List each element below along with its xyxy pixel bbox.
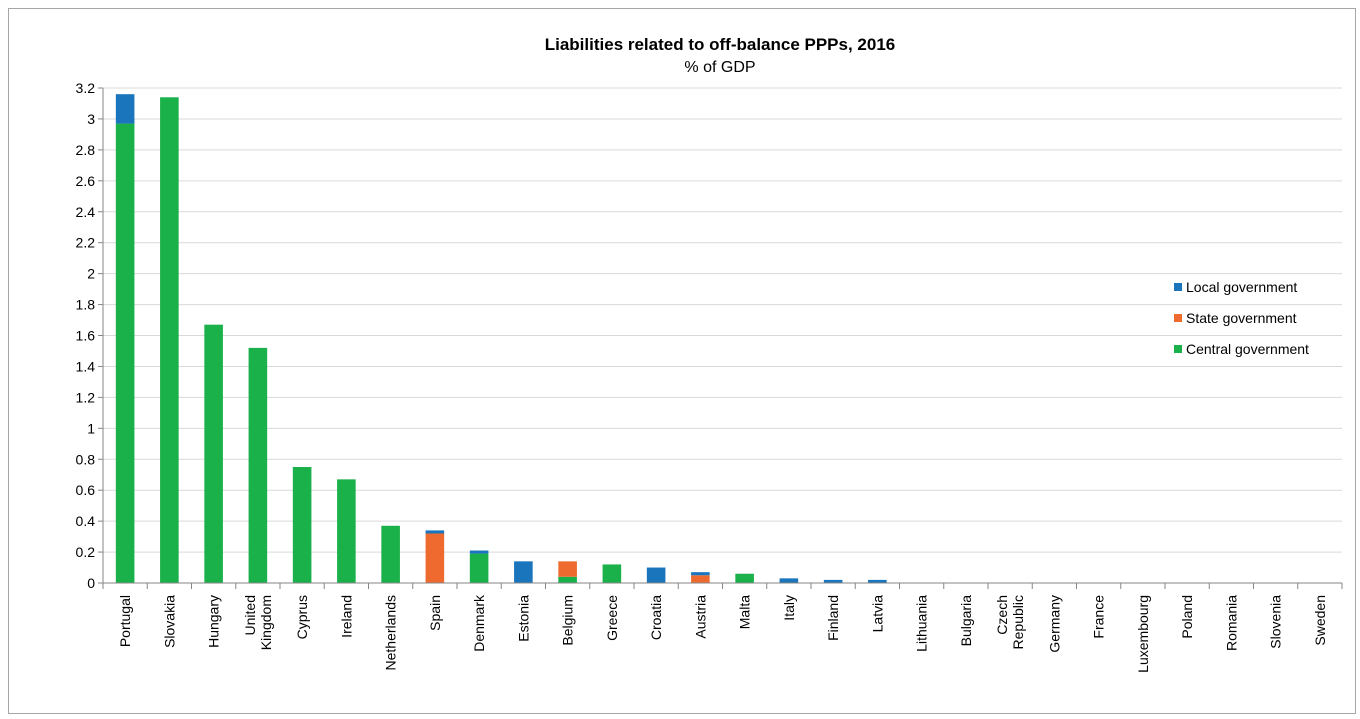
bars [115,94,887,583]
bar-segment [425,530,445,534]
x-tick-label: Sweden [1312,595,1328,646]
x-tick-label: Republic [1010,595,1026,649]
x-tick-label: United [242,595,258,635]
y-tick-label: 1.2 [76,389,96,405]
legend: Local government State government Central … [1174,279,1309,357]
legend-swatch [1174,283,1182,291]
chart-title: Liabilities related to off-balance PPPs,… [545,35,896,54]
x-tick-label: Netherlands [383,595,399,671]
x-tick-label: Germany [1046,595,1062,653]
bar-segment [425,533,445,583]
bar-segment [514,561,533,583]
bar-segment [602,564,622,583]
x-tick-label: Latvia [869,595,885,633]
y-tick-label: 2.2 [76,235,96,251]
y-tick-label: 3 [87,111,95,127]
x-tick-label: Lithuania [914,595,930,652]
bar-segment [469,550,489,554]
y-tick-label: 2.6 [76,173,96,189]
x-tick-label: Croatia [648,595,664,640]
legend-swatch [1174,345,1182,353]
legend-label: State government [1186,310,1297,326]
x-tick-label: Spain [427,595,443,631]
x-axis: Portugal Slovakia Hungary United Kingdom Cypr… [102,582,1343,673]
bar-segment [558,576,577,583]
x-tick-label: Finland [825,595,841,641]
y-tick-label: 0.8 [76,451,96,467]
x-tick-label: Greece [604,595,620,641]
bar-segment [735,573,754,583]
x-tick-label: Hungary [206,595,222,648]
bar-segment [779,578,799,583]
x-tick-label: Belgium [560,595,576,646]
legend-label: Central government [1186,341,1309,357]
x-tick-label: Cyprus [294,595,310,639]
x-tick-label: Italy [781,595,797,621]
y-tick-label: 1.8 [76,297,96,313]
y-tick-label: 0.2 [76,544,96,560]
y-axis: 0 0.2 0.4 0.6 0.8 1 1.2 1.4 1.6 1.8 2 2.2 2.4 2.6 2.8 3… [76,80,104,591]
x-tick-label: Ireland [338,595,354,638]
bar-segment [115,94,135,124]
x-tick-label: Denmark [471,594,487,652]
legend-label: Local government [1186,279,1297,295]
x-tick-label: Romania [1223,595,1239,651]
x-tick-label: Malta [737,595,753,629]
y-tick-label: 1 [87,420,95,436]
bar-segment [646,567,666,583]
bar-segment [823,579,843,583]
bar-segment [248,347,268,583]
bar-segment [469,553,489,583]
bar-segment [868,579,887,583]
y-tick-label: 2.4 [76,204,96,220]
chart-subtitle: % of GDP [684,59,755,76]
y-tick-label: 1.6 [76,328,96,344]
bar-segment [691,572,710,576]
bar-segment [691,575,710,583]
x-tick-label: Estonia [515,595,531,642]
gridlines [103,87,1342,553]
bar-segment [558,561,577,577]
y-tick-label: 3.2 [76,80,96,96]
x-tick-label: Austria [692,595,708,639]
x-tick-label: Bulgaria [958,595,974,647]
bar-segment [115,123,135,583]
bar-segment [292,466,312,583]
bar-segment [337,479,356,583]
y-tick-label: 1.4 [76,358,96,374]
y-tick-label: 2 [87,266,95,282]
legend-swatch [1174,314,1182,322]
x-tick-label: Kingdom [258,595,274,650]
x-tick-label: Czech [994,595,1010,635]
bar-segment [204,324,223,583]
x-tick-label: Slovakia [161,595,177,648]
y-tick-label: 0.4 [76,513,96,529]
x-tick-label: France [1091,595,1107,639]
bar-segment [381,525,400,583]
x-tick-label: Poland [1179,595,1195,639]
bar-segment [160,97,179,583]
x-tick-label: Slovenia [1268,595,1284,649]
chart-frame [8,8,1356,714]
y-tick-label: 0 [87,575,95,591]
x-tick-label: Portugal [117,595,133,647]
y-tick-label: 0.6 [76,482,96,498]
x-tick-label: Luxembourg [1135,595,1151,673]
y-tick-label: 2.8 [76,142,96,158]
